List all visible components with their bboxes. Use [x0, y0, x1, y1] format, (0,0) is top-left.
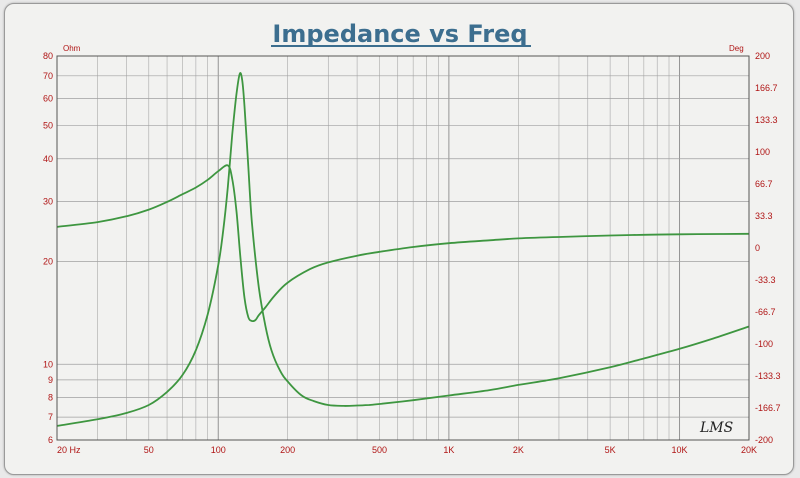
left-axis-unit: Ohm	[63, 44, 81, 53]
chart-frame: Impedance vs Freq Ohm Deg 80 70 60 50 40 30 20…	[4, 3, 794, 475]
chart-title: Impedance vs Freq	[272, 20, 527, 48]
impedance-series-line	[56, 72, 750, 427]
x-tick-label: 5K	[605, 445, 616, 455]
y-left-tick-label: 30	[43, 196, 53, 206]
y-right-tick-label: 0	[755, 243, 760, 253]
x-tick-label: 2K	[513, 445, 524, 455]
x-tick-label: 200	[280, 445, 295, 455]
y-right-tick-label: 66.7	[755, 179, 773, 189]
series-lines	[56, 72, 750, 427]
y-right-tick-label: -66.7	[755, 307, 776, 317]
y-right-tick-label: -33.3	[755, 275, 776, 285]
y-left-tick-label: 20	[43, 257, 53, 267]
y-left-tick-label: 9	[48, 375, 53, 385]
x-tick-label: 10K	[672, 445, 688, 455]
plot-border	[56, 55, 750, 441]
y-left-tick-label: 60	[43, 94, 53, 104]
y-right-tick-label: 166.7	[755, 83, 778, 93]
x-tick-label: 100	[211, 445, 226, 455]
y-right-tick-label: 133.3	[755, 115, 778, 125]
tick-labels: 80 70 60 50 40 30 20 10 9 8 7 6 200 166.7 133.3 100 66.7…	[43, 51, 781, 455]
x-tick-label: 500	[372, 445, 387, 455]
y-right-tick-label: 200	[755, 51, 770, 61]
y-right-tick-label: 100	[755, 147, 770, 157]
y-left-tick-label: 80	[43, 51, 53, 61]
impedance-chart: Impedance vs Freq Ohm Deg 80706050403020…	[43, 20, 781, 455]
x-tick-label: 50	[144, 445, 154, 455]
phase-series-line	[56, 164, 750, 323]
y-left-tick-label: 7	[48, 412, 53, 422]
y-left-tick-label: 8	[48, 392, 53, 402]
x-tick-label: 1K	[443, 445, 454, 455]
y-right-tick-label: -133.3	[755, 371, 781, 381]
x-tick-label: 20K	[741, 445, 757, 455]
y-left-tick-label: 70	[43, 71, 53, 81]
y-left-tick-label: 10	[43, 359, 53, 369]
y-left-tick-label: 6	[48, 435, 53, 445]
y-right-tick-label: 33.3	[755, 211, 773, 221]
y-left-tick-label: 50	[43, 121, 53, 131]
y-right-tick-label: -100	[755, 339, 773, 349]
y-right-tick-label: -200	[755, 435, 773, 445]
y-left-tick-label: 40	[43, 154, 53, 164]
y-right-tick-label: -166.7	[755, 403, 781, 413]
right-axis-unit: Deg	[729, 44, 744, 53]
brand-mark: LMS	[699, 420, 733, 436]
x-tick-label: 20 Hz	[57, 445, 81, 455]
